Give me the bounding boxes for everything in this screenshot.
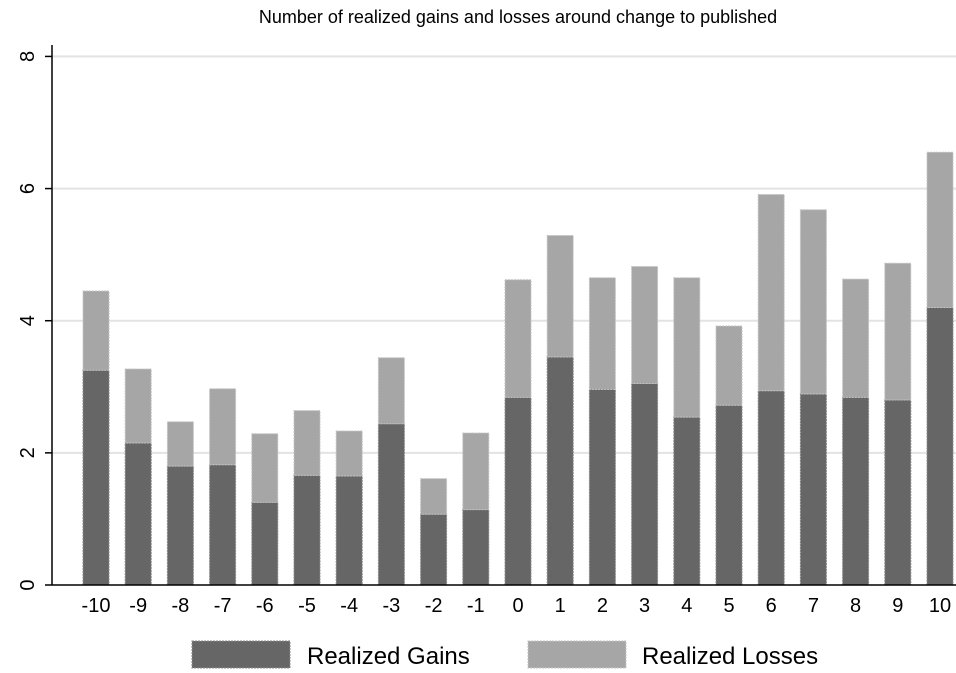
bar-losses-7 [799,209,827,395]
bar-losses-9 [884,262,912,401]
bar-losses-2 [588,277,616,390]
y-tick-label: 8 [17,51,39,62]
bar-losses-3 [631,266,659,384]
bar-gains-7 [799,393,827,586]
bar-gains--10 [82,369,110,586]
bar-losses-1 [546,234,574,358]
x-tick-label: 10 [929,595,951,617]
bar-losses--5 [293,410,321,476]
x-tick-label: -7 [214,595,232,617]
bar-losses--9 [124,368,152,444]
x-tick-label: 5 [723,595,734,617]
bar-losses-4 [673,277,701,418]
x-tick-label: 3 [639,595,650,617]
bars [82,151,954,586]
bar-losses--7 [209,388,237,466]
x-tick-label: -2 [425,595,443,617]
bar-gains--5 [293,474,321,586]
chart-title: Number of realized gains and losses arou… [259,7,777,27]
bar-gains--7 [209,464,237,586]
x-tick-label: -8 [172,595,190,617]
bar-losses-5 [715,325,743,406]
legend-label-gains: Realized Gains [307,643,470,670]
x-tick-label: 1 [555,595,566,617]
y-tick-label: 6 [17,183,39,194]
legend: Realized Gains Realized Losses [191,640,818,670]
bar-losses-6 [757,194,785,392]
bar-gains-0 [504,396,532,586]
y-tick-label: 2 [17,447,39,458]
bar-gains-4 [673,416,701,586]
bar-gains-6 [757,390,785,586]
x-tick-label: 9 [892,595,903,617]
bar-losses-10 [926,151,954,308]
x-tick-label: 6 [766,595,777,617]
bar-gains-8 [842,396,870,586]
x-tick-label: -1 [467,595,485,617]
bar-gains--4 [335,475,363,586]
bar-gains-3 [631,382,659,586]
x-tick-label: 0 [512,595,523,617]
bar-gains--8 [166,465,194,586]
x-tick-label: -9 [129,595,147,617]
bar-gains--3 [377,423,405,586]
legend-swatch-losses [527,640,627,669]
bar-losses--6 [251,433,279,503]
bar-gains--2 [420,513,448,586]
bar-gains-2 [588,388,616,586]
bar-losses--10 [82,290,110,371]
x-tick-label: -6 [256,595,274,617]
bar-losses--8 [166,421,194,467]
bar-losses--2 [420,478,448,515]
bar-losses-0 [504,279,532,398]
bar-losses--4 [335,430,363,477]
bar-gains--6 [251,501,279,586]
y-tick-label: 4 [17,315,39,326]
bar-losses--3 [377,357,405,425]
legend-swatch-gains [191,640,291,669]
x-tick-label: 7 [808,595,819,617]
x-tick-label: 2 [597,595,608,617]
bar-losses--1 [462,432,490,511]
bar-gains-5 [715,404,743,586]
x-tick-label: -5 [298,595,316,617]
x-tick-label: -4 [340,595,358,617]
x-tick-label: 8 [850,595,861,617]
bar-gains--9 [124,442,152,586]
x-tick-label: -3 [383,595,401,617]
x-tick-label: 4 [681,595,692,617]
y-tick-label: 0 [17,579,39,590]
bar-gains-10 [926,307,954,586]
x-tick-label: -10 [82,595,111,617]
bar-losses-8 [842,278,870,398]
legend-label-losses: Realized Losses [642,643,818,670]
bar-gains-1 [546,356,574,586]
bar-gains--1 [462,509,490,586]
bar-gains-9 [884,399,912,586]
